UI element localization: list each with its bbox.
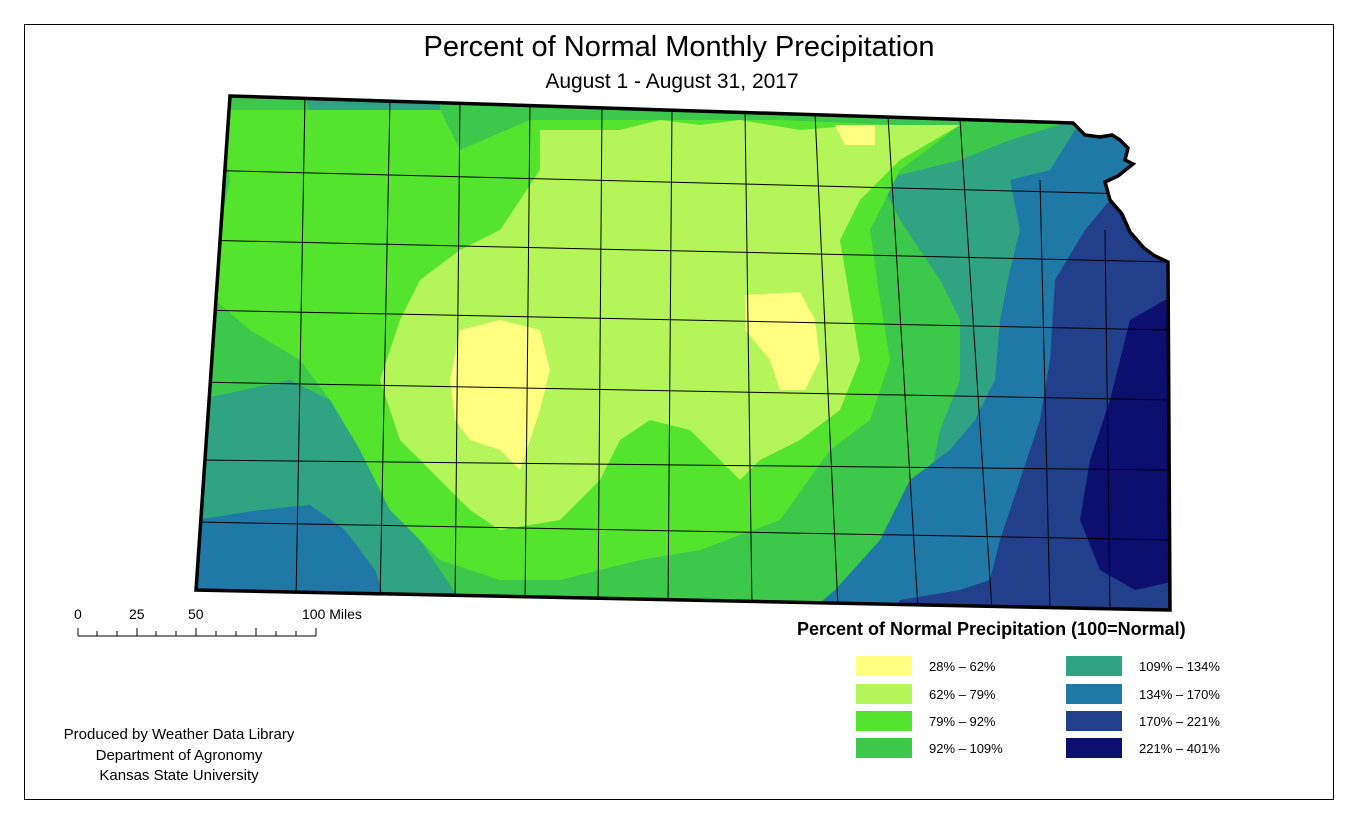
legend-swatch (1066, 656, 1122, 676)
legend-label: 134% – 170% (1139, 687, 1220, 702)
zone-28-62-north (835, 125, 875, 145)
scale-label-25: 25 (129, 606, 145, 622)
legend-swatch (856, 711, 912, 731)
zone-134-170-southwest (196, 505, 385, 600)
zone-28-62-east-central (745, 292, 820, 390)
legend-label: 79% – 92% (929, 714, 996, 729)
legend-label: 62% – 79% (929, 687, 996, 702)
scale-label-50: 50 (188, 606, 204, 622)
credit-line: Department of Agronomy (95, 747, 263, 764)
legend-swatch (856, 656, 912, 676)
legend-swatch (1066, 684, 1122, 704)
legend-label: 170% – 221% (1139, 714, 1220, 729)
legend-swatch (856, 738, 912, 758)
scale-label-0: 0 (74, 606, 82, 622)
legend-label: 28% – 62% (929, 659, 996, 674)
legend-title: Percent of Normal Precipitation (100=Nor… (797, 619, 1186, 639)
map-title: Percent of Normal Monthly Precipitation (423, 31, 935, 63)
credit-line: Produced by Weather Data Library (63, 726, 295, 743)
legend-label: 109% – 134% (1139, 659, 1220, 674)
legend-swatch (1066, 711, 1122, 731)
zone-28-62-west-central (450, 320, 550, 470)
legend-label: 221% – 401% (1139, 741, 1220, 756)
credit-line: Kansas State University (99, 767, 259, 784)
scale-label-100: 100 Miles (302, 606, 362, 622)
legend-swatch (856, 684, 912, 704)
legend-swatch (1066, 738, 1122, 758)
map-subtitle: August 1 - August 31, 2017 (545, 70, 799, 93)
legend-label: 92% – 109% (929, 741, 1003, 756)
zone-221-401-east (1080, 300, 1170, 590)
county-boundaries (196, 96, 1170, 610)
